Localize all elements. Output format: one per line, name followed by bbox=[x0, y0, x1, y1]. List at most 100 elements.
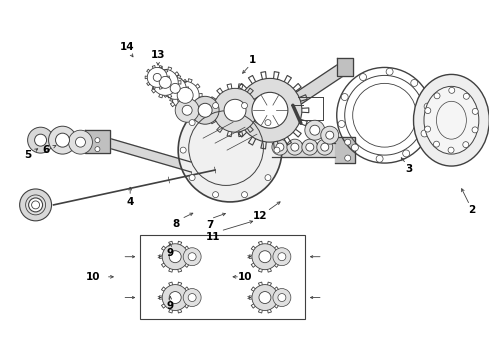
Circle shape bbox=[386, 68, 393, 75]
Circle shape bbox=[463, 142, 469, 148]
Text: 3: 3 bbox=[405, 164, 412, 174]
Circle shape bbox=[198, 103, 212, 117]
Circle shape bbox=[49, 126, 76, 154]
Circle shape bbox=[191, 96, 219, 124]
Text: 10: 10 bbox=[86, 272, 101, 282]
Circle shape bbox=[213, 192, 219, 198]
Circle shape bbox=[242, 103, 247, 109]
Circle shape bbox=[175, 98, 199, 122]
Circle shape bbox=[153, 73, 161, 81]
Circle shape bbox=[20, 189, 51, 221]
Polygon shape bbox=[266, 62, 349, 122]
Ellipse shape bbox=[424, 86, 479, 154]
Circle shape bbox=[32, 201, 40, 209]
Circle shape bbox=[376, 155, 383, 162]
Circle shape bbox=[95, 147, 100, 152]
Circle shape bbox=[25, 195, 46, 215]
Text: 1: 1 bbox=[249, 55, 256, 65]
Circle shape bbox=[278, 253, 286, 261]
Circle shape bbox=[152, 69, 178, 95]
Text: 2: 2 bbox=[468, 206, 476, 216]
Circle shape bbox=[188, 253, 196, 261]
Circle shape bbox=[449, 87, 455, 93]
Circle shape bbox=[265, 175, 271, 181]
Circle shape bbox=[287, 139, 303, 155]
Circle shape bbox=[302, 139, 318, 155]
Circle shape bbox=[259, 251, 271, 263]
Circle shape bbox=[171, 81, 199, 109]
Circle shape bbox=[252, 244, 278, 270]
Circle shape bbox=[169, 292, 181, 303]
Circle shape bbox=[274, 147, 280, 153]
Circle shape bbox=[273, 289, 291, 306]
Ellipse shape bbox=[414, 75, 490, 166]
Polygon shape bbox=[105, 137, 191, 172]
Circle shape bbox=[425, 126, 431, 132]
Circle shape bbox=[55, 133, 70, 147]
Text: 12: 12 bbox=[252, 211, 267, 221]
Text: 4: 4 bbox=[126, 197, 134, 207]
Circle shape bbox=[164, 77, 186, 99]
Circle shape bbox=[421, 130, 428, 137]
Circle shape bbox=[75, 137, 85, 147]
Text: 9: 9 bbox=[167, 301, 174, 311]
Circle shape bbox=[188, 293, 196, 302]
Polygon shape bbox=[85, 130, 110, 153]
Text: 6: 6 bbox=[42, 144, 49, 154]
Circle shape bbox=[403, 150, 410, 157]
Circle shape bbox=[472, 127, 478, 133]
Circle shape bbox=[27, 127, 53, 153]
Circle shape bbox=[345, 139, 351, 145]
Circle shape bbox=[242, 192, 247, 198]
Circle shape bbox=[351, 144, 358, 151]
Text: 10: 10 bbox=[238, 272, 252, 282]
Text: 9: 9 bbox=[167, 248, 174, 258]
Circle shape bbox=[425, 108, 431, 114]
Circle shape bbox=[189, 175, 195, 181]
Circle shape bbox=[317, 139, 333, 155]
Circle shape bbox=[182, 105, 192, 115]
Circle shape bbox=[273, 248, 291, 266]
Circle shape bbox=[345, 155, 351, 161]
Text: 7: 7 bbox=[206, 220, 214, 230]
Circle shape bbox=[338, 121, 345, 127]
Circle shape bbox=[305, 120, 325, 140]
Circle shape bbox=[472, 108, 478, 114]
Polygon shape bbox=[337, 58, 353, 76]
Circle shape bbox=[178, 98, 282, 202]
Circle shape bbox=[69, 130, 93, 154]
Circle shape bbox=[170, 84, 180, 93]
Circle shape bbox=[162, 285, 188, 310]
Circle shape bbox=[321, 143, 329, 151]
Circle shape bbox=[213, 103, 219, 109]
Circle shape bbox=[265, 120, 271, 126]
Circle shape bbox=[434, 141, 440, 147]
Circle shape bbox=[291, 143, 299, 151]
Text: 11: 11 bbox=[206, 232, 220, 242]
Circle shape bbox=[183, 289, 201, 306]
Circle shape bbox=[341, 94, 348, 100]
Circle shape bbox=[276, 143, 284, 151]
Text: 13: 13 bbox=[151, 50, 165, 60]
Circle shape bbox=[448, 147, 454, 153]
Bar bbox=[140, 235, 305, 319]
Circle shape bbox=[252, 92, 288, 128]
Circle shape bbox=[35, 134, 47, 146]
Circle shape bbox=[360, 73, 367, 81]
Circle shape bbox=[162, 244, 188, 270]
Text: 8: 8 bbox=[172, 219, 179, 229]
Circle shape bbox=[434, 93, 440, 99]
Circle shape bbox=[189, 120, 195, 126]
Circle shape bbox=[183, 248, 201, 266]
Circle shape bbox=[252, 285, 278, 310]
Circle shape bbox=[169, 251, 181, 263]
Circle shape bbox=[238, 78, 302, 142]
Circle shape bbox=[224, 99, 246, 121]
Circle shape bbox=[95, 138, 100, 143]
Circle shape bbox=[213, 88, 257, 132]
Circle shape bbox=[326, 131, 334, 139]
Circle shape bbox=[310, 125, 320, 135]
Circle shape bbox=[259, 292, 271, 303]
Circle shape bbox=[177, 87, 193, 103]
Circle shape bbox=[159, 76, 171, 88]
